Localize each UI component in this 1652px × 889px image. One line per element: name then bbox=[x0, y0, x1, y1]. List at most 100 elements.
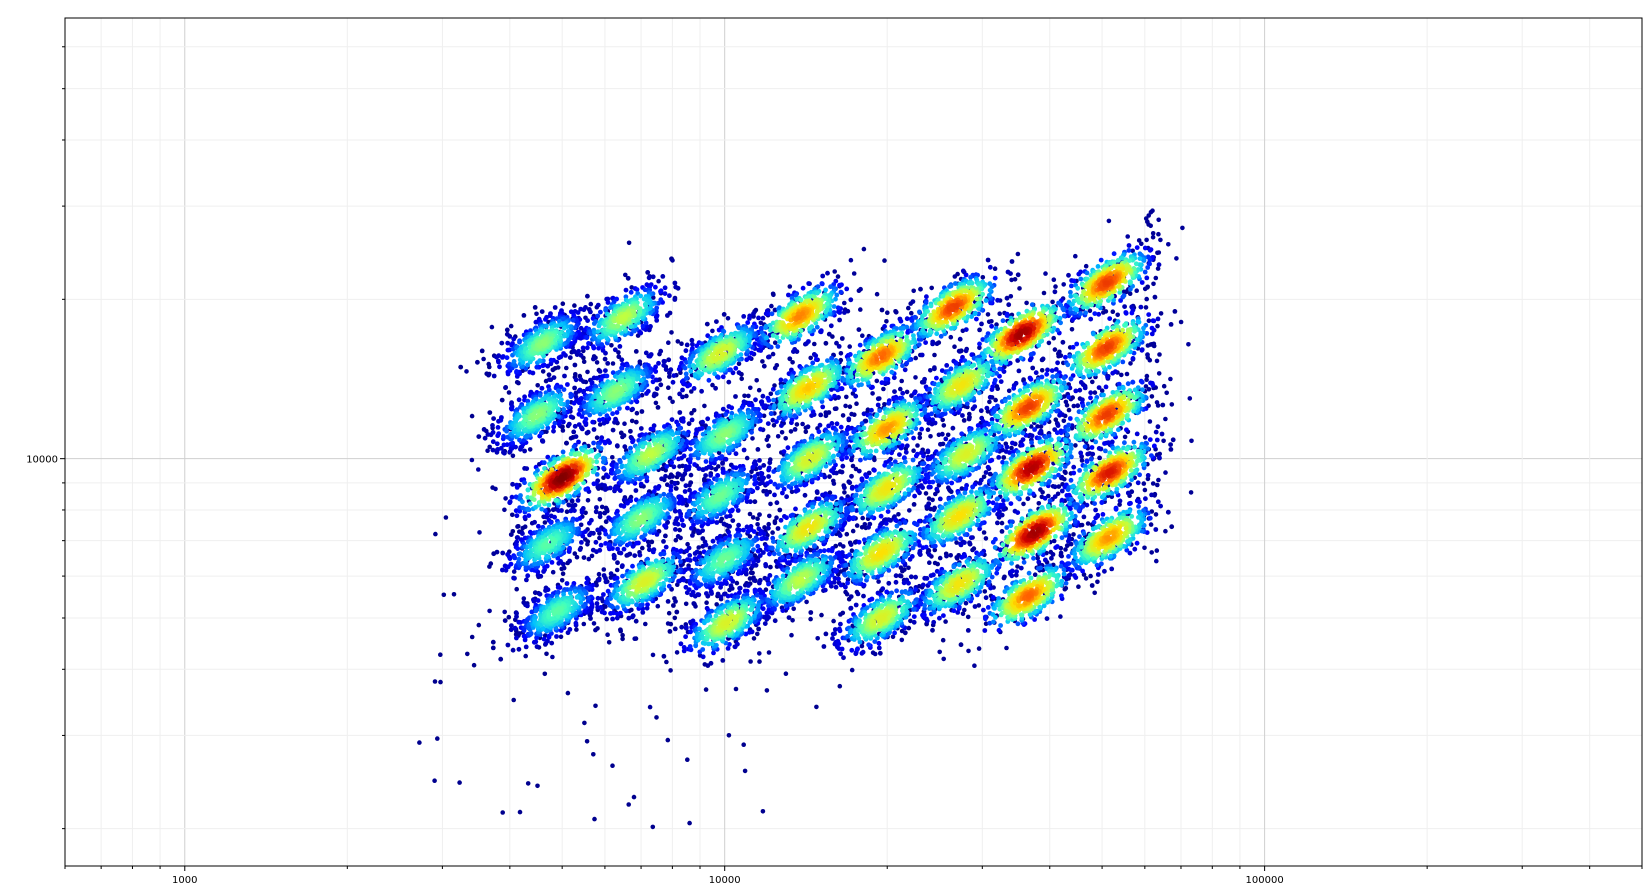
data-point bbox=[511, 569, 517, 574]
data-point bbox=[751, 636, 757, 641]
data-point bbox=[882, 324, 887, 329]
data-point bbox=[789, 489, 795, 495]
data-point bbox=[766, 521, 771, 527]
data-point bbox=[497, 364, 502, 370]
data-point bbox=[909, 554, 915, 559]
data-point bbox=[1115, 312, 1120, 318]
data-point bbox=[685, 757, 690, 762]
data-point bbox=[1066, 538, 1071, 544]
data-point bbox=[847, 552, 852, 558]
data-point bbox=[1149, 331, 1155, 337]
data-point bbox=[1126, 243, 1132, 248]
data-point bbox=[987, 264, 993, 270]
data-point bbox=[650, 824, 656, 830]
data-point bbox=[673, 527, 678, 532]
data-point bbox=[556, 355, 562, 361]
data-point bbox=[842, 310, 847, 315]
data-point bbox=[839, 469, 845, 475]
data-point bbox=[703, 687, 709, 692]
data-point bbox=[1069, 283, 1074, 289]
data-point bbox=[576, 348, 581, 354]
data-point bbox=[1063, 399, 1069, 405]
data-point bbox=[514, 369, 519, 374]
data-point bbox=[1059, 593, 1064, 599]
data-point bbox=[802, 492, 808, 498]
data-point bbox=[613, 416, 618, 422]
data-point bbox=[661, 539, 666, 544]
data-point bbox=[680, 522, 686, 528]
data-point bbox=[520, 531, 525, 536]
data-point bbox=[760, 359, 765, 364]
data-point bbox=[601, 475, 606, 481]
data-point bbox=[710, 538, 716, 544]
data-point bbox=[1078, 380, 1084, 385]
data-point bbox=[603, 579, 609, 585]
data-point bbox=[621, 503, 627, 509]
data-point bbox=[692, 556, 698, 562]
data-point bbox=[838, 612, 843, 617]
data-point bbox=[996, 627, 1002, 633]
data-point bbox=[877, 650, 883, 656]
data-point bbox=[764, 536, 769, 541]
data-point bbox=[668, 367, 674, 373]
data-point bbox=[501, 434, 506, 439]
data-point bbox=[605, 361, 611, 366]
data-point bbox=[985, 312, 991, 317]
data-point bbox=[821, 644, 827, 649]
data-point bbox=[1110, 309, 1116, 315]
data-point bbox=[499, 340, 505, 346]
data-point bbox=[542, 520, 548, 525]
data-point bbox=[602, 483, 607, 488]
data-point bbox=[727, 508, 733, 514]
data-point bbox=[769, 303, 774, 309]
data-point bbox=[504, 327, 510, 333]
data-point bbox=[522, 524, 528, 529]
data-point bbox=[608, 571, 614, 577]
data-point bbox=[573, 620, 579, 626]
data-point bbox=[958, 642, 964, 648]
data-point bbox=[475, 359, 480, 365]
data-point bbox=[1044, 371, 1050, 377]
data-point bbox=[716, 450, 722, 456]
data-point bbox=[1102, 568, 1107, 574]
data-point bbox=[498, 656, 504, 662]
data-point bbox=[954, 555, 959, 560]
data-point bbox=[736, 370, 742, 376]
data-point bbox=[587, 532, 592, 538]
data-point bbox=[1113, 506, 1119, 512]
data-point bbox=[625, 552, 631, 558]
data-point bbox=[911, 288, 916, 294]
data-point bbox=[1076, 584, 1081, 589]
data-point bbox=[691, 601, 697, 606]
data-point bbox=[661, 653, 667, 659]
data-point bbox=[699, 426, 705, 431]
data-point bbox=[582, 720, 587, 726]
data-point bbox=[858, 307, 863, 312]
data-point bbox=[650, 426, 656, 432]
data-point bbox=[481, 356, 486, 362]
data-point bbox=[684, 548, 689, 554]
data-point bbox=[595, 302, 601, 308]
data-point bbox=[1059, 497, 1065, 503]
data-point bbox=[583, 416, 589, 422]
data-point bbox=[1154, 558, 1159, 564]
data-point bbox=[1127, 291, 1133, 297]
data-point bbox=[551, 375, 557, 380]
data-point bbox=[788, 429, 794, 434]
data-point bbox=[870, 391, 875, 396]
data-point bbox=[572, 385, 577, 391]
data-point bbox=[989, 323, 994, 329]
data-point bbox=[982, 422, 988, 428]
data-point bbox=[849, 647, 855, 653]
data-point bbox=[767, 460, 773, 466]
data-point bbox=[1125, 490, 1131, 496]
data-point bbox=[535, 598, 541, 603]
data-point bbox=[1063, 354, 1068, 360]
data-point bbox=[438, 652, 443, 657]
data-point bbox=[650, 274, 656, 280]
data-point bbox=[1146, 318, 1152, 324]
data-point bbox=[736, 361, 742, 367]
data-point bbox=[604, 413, 610, 419]
data-point bbox=[665, 737, 671, 743]
data-point bbox=[746, 560, 751, 565]
